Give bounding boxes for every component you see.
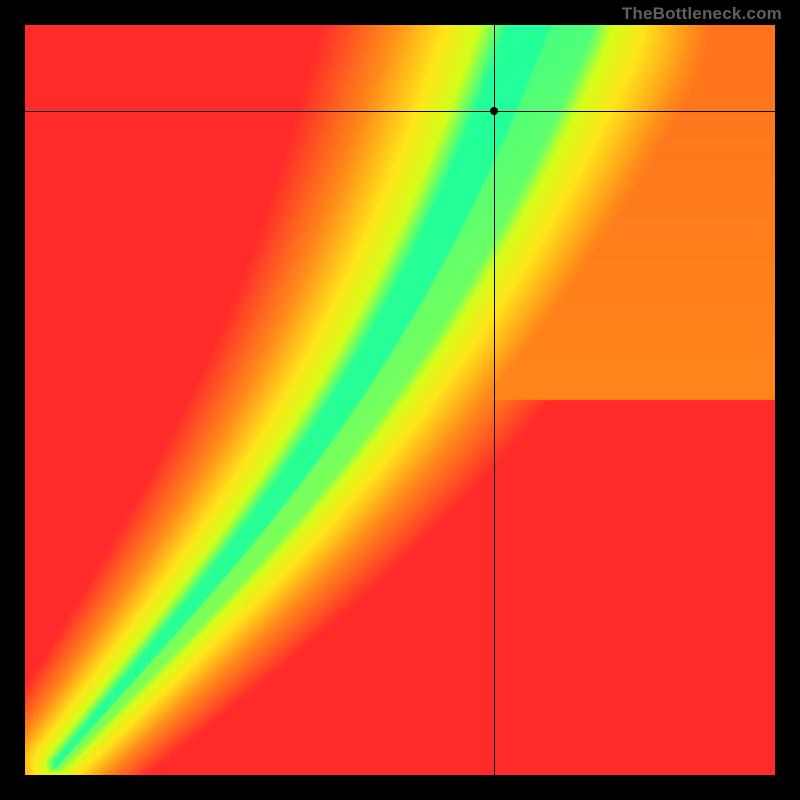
crosshair-vertical [494, 25, 495, 775]
watermark-text: TheBottleneck.com [622, 4, 782, 24]
crosshair-horizontal [25, 111, 775, 112]
marker-dot [490, 107, 498, 115]
heatmap-canvas [25, 25, 775, 775]
heatmap-chart [25, 25, 775, 775]
